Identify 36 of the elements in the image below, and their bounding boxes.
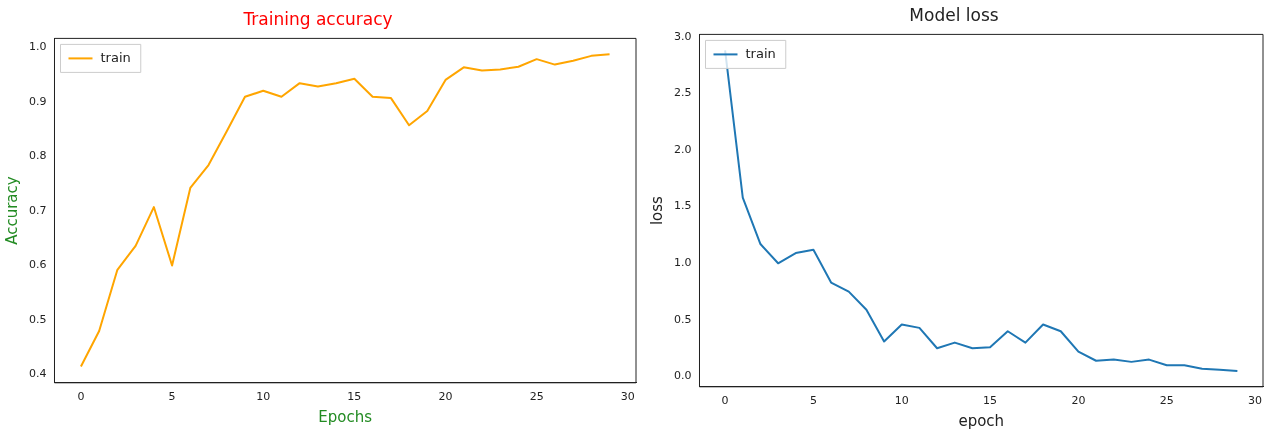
y-tick-label: 0.6 — [28, 258, 47, 272]
y-tick-label: 2.0 — [673, 142, 692, 156]
legend-label: train — [745, 45, 776, 61]
x-axis-title: epoch — [958, 411, 1005, 430]
x-tick-label: 10 — [256, 390, 271, 404]
y-tick-label: 1.0 — [28, 39, 47, 53]
chart-title: Model loss — [909, 4, 999, 25]
x-tick-label: 20 — [1071, 394, 1086, 408]
x-tick-label: 0 — [77, 390, 85, 404]
x-tick-label: 25 — [1159, 394, 1174, 408]
x-axis-title: Epochs — [318, 407, 373, 426]
x-tick-label: 5 — [809, 394, 817, 408]
y-tick-label: 2.5 — [673, 86, 692, 100]
y-tick-label: 0.7 — [28, 203, 47, 217]
x-tick-label: 10 — [894, 394, 909, 408]
y-tick-label: 1.0 — [673, 256, 692, 270]
y-tick-label: 0.5 — [673, 312, 692, 326]
x-tick-label: 30 — [1248, 394, 1263, 408]
y-tick-label: 0.9 — [28, 94, 47, 108]
y-tick-label: 1.5 — [673, 199, 692, 213]
x-tick-label: 0 — [721, 394, 729, 408]
x-tick-label: 30 — [620, 390, 635, 404]
y-tick-label: 3.0 — [673, 29, 692, 43]
x-tick-label: 25 — [529, 390, 544, 404]
y-axis-title: Accuracy — [2, 176, 21, 245]
y-tick-label: 0.8 — [28, 149, 47, 163]
x-tick-label: 5 — [168, 390, 176, 404]
y-axis-title: loss — [647, 195, 666, 226]
legend-label: train — [100, 49, 131, 65]
y-tick-label: 0.0 — [673, 369, 692, 383]
x-tick-label: 15 — [347, 390, 362, 404]
y-tick-label: 0.5 — [28, 312, 47, 326]
y-tick-label: 0.4 — [28, 367, 47, 381]
x-tick-label: 20 — [438, 390, 453, 404]
x-tick-label: 15 — [983, 394, 998, 408]
chart-title: Training accuracy — [242, 8, 393, 29]
